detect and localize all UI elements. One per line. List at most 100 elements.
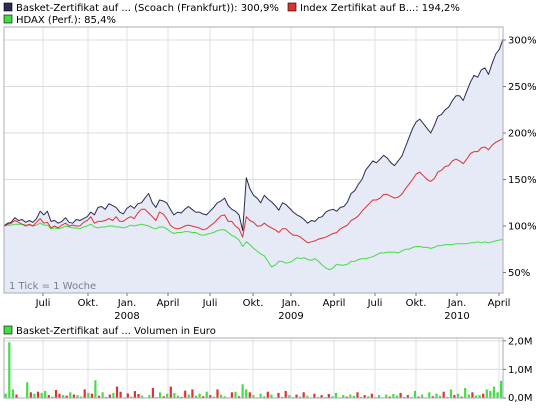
- volume-bar: [241, 384, 244, 398]
- volume-bar: [453, 395, 456, 398]
- volume-bar: [159, 392, 162, 398]
- volume-bar: [474, 395, 478, 398]
- x-tick-label-3: April: [157, 298, 180, 309]
- volume-bar: [44, 390, 47, 398]
- legend-swatch-hdax: [3, 14, 13, 24]
- volume-bar: [4, 393, 7, 398]
- volume-bar: [11, 389, 14, 398]
- volume-bar: [94, 380, 97, 398]
- main-y-axis: 50% 100% 150% 200% 250% 300%: [503, 36, 537, 279]
- vol-y-tick-label-2: 2,0M: [508, 336, 533, 347]
- x-tick-label-7: April: [323, 298, 346, 309]
- y-tick-label-4: 250%: [508, 82, 537, 93]
- volume-bar: [115, 386, 119, 398]
- series-line-basket: [3, 39, 504, 232]
- volume-bar: [58, 393, 61, 398]
- volume-bar: [237, 396, 241, 398]
- x-tick-label-10: Jan.: [447, 298, 467, 309]
- volume-bar: [349, 394, 352, 398]
- volume-bar: [216, 389, 219, 398]
- volume-bar: [327, 394, 330, 398]
- legend-swatch-basket: [3, 2, 13, 12]
- volume-bar: [119, 391, 122, 398]
- volume-bar: [230, 392, 233, 398]
- volume-bar: [435, 393, 438, 398]
- x-tick-label-5: Okt.: [243, 298, 264, 309]
- volume-bar: [449, 389, 452, 398]
- volume-bar: [220, 394, 223, 398]
- volume-bar: [97, 395, 101, 398]
- volume-bar: [439, 395, 442, 398]
- x-tick-label-2: Jan.: [117, 298, 137, 309]
- y-tick-label-2: 150%: [508, 175, 537, 186]
- volume-bar: [72, 394, 75, 398]
- vol-y-tick-label-0: 0,0M: [508, 393, 533, 404]
- volume-bar: [316, 396, 320, 398]
- volume-bar: [130, 396, 133, 398]
- volume-bar: [112, 392, 115, 398]
- series-line-hdax: [3, 222, 504, 271]
- volume-bar: [456, 393, 460, 398]
- volume-bar: [202, 396, 205, 398]
- volume-bar: [245, 389, 248, 398]
- volume-bar: [263, 396, 266, 398]
- volume-plot-border: [3, 337, 504, 399]
- vol-y-tick-label-1: 1,0M: [508, 365, 533, 376]
- volume-bar: [277, 392, 280, 398]
- volume-bar: [460, 396, 463, 398]
- volume-bar: [137, 394, 140, 398]
- volume-bar: [87, 392, 90, 398]
- volume-bar: [234, 391, 237, 398]
- legend-label-basket: Basket-Zertifikat auf ... (Scoach (Frank…: [16, 3, 279, 14]
- volume-bar: [212, 396, 215, 398]
- volume-bar: [105, 396, 108, 398]
- y-tick-label-3: 200%: [508, 129, 537, 140]
- y-tick-label-1: 100%: [508, 222, 537, 233]
- volume-bar: [83, 389, 86, 398]
- volume-bar: [313, 393, 316, 398]
- volume-bar: [141, 395, 144, 398]
- volume-bar: [367, 396, 370, 398]
- volume-bar: [299, 396, 302, 398]
- volume-bar: [76, 395, 79, 398]
- volume-bar: [166, 393, 169, 398]
- legend-label-index: Index Zertifikat auf B...: 194,2%: [300, 3, 460, 14]
- volume-bar: [281, 396, 284, 398]
- volume-bar: [306, 395, 309, 398]
- volume-bar: [169, 386, 172, 398]
- main-series-lines: [3, 39, 504, 271]
- volume-bar: [363, 395, 366, 398]
- volume-bar: [446, 396, 449, 398]
- volume-bar: [36, 391, 40, 398]
- volume-bar: [54, 390, 58, 398]
- volume-bar: [464, 388, 467, 398]
- volume-bar: [133, 391, 136, 398]
- volume-bar: [431, 396, 434, 398]
- volume-legend-swatch: [3, 325, 13, 335]
- volume-bar: [388, 396, 391, 398]
- volume-bar: [395, 395, 399, 398]
- volume-bar: [342, 395, 345, 398]
- volume-bar: [176, 395, 180, 398]
- volume-bar: [51, 396, 54, 398]
- volume-bar: [399, 392, 402, 398]
- volume-bar: [378, 395, 381, 398]
- legend-label-hdax: HDAX (Perf.): 85,4%: [16, 15, 116, 26]
- volume-y-axis: 0,0M 1,0M 2,0M: [503, 336, 533, 404]
- volume-bar: [198, 393, 201, 398]
- volume-bar: [223, 396, 226, 398]
- volume-bar: [194, 395, 198, 398]
- series-line-index: [3, 137, 504, 244]
- volume-bar: [15, 394, 18, 398]
- volume-bar: [406, 395, 409, 398]
- volume-bar: [8, 342, 11, 398]
- x-tick-label-11: April: [488, 298, 511, 309]
- volume-bar: [29, 392, 32, 398]
- volume-bar: [413, 390, 417, 398]
- volume-bar: [334, 392, 338, 398]
- volume-bar: [270, 394, 273, 398]
- series-area-basket: [4, 39, 503, 294]
- volume-bar: [90, 393, 93, 398]
- main-area-fill: [4, 39, 503, 294]
- x-tick-label-6: Jan.: [281, 298, 301, 309]
